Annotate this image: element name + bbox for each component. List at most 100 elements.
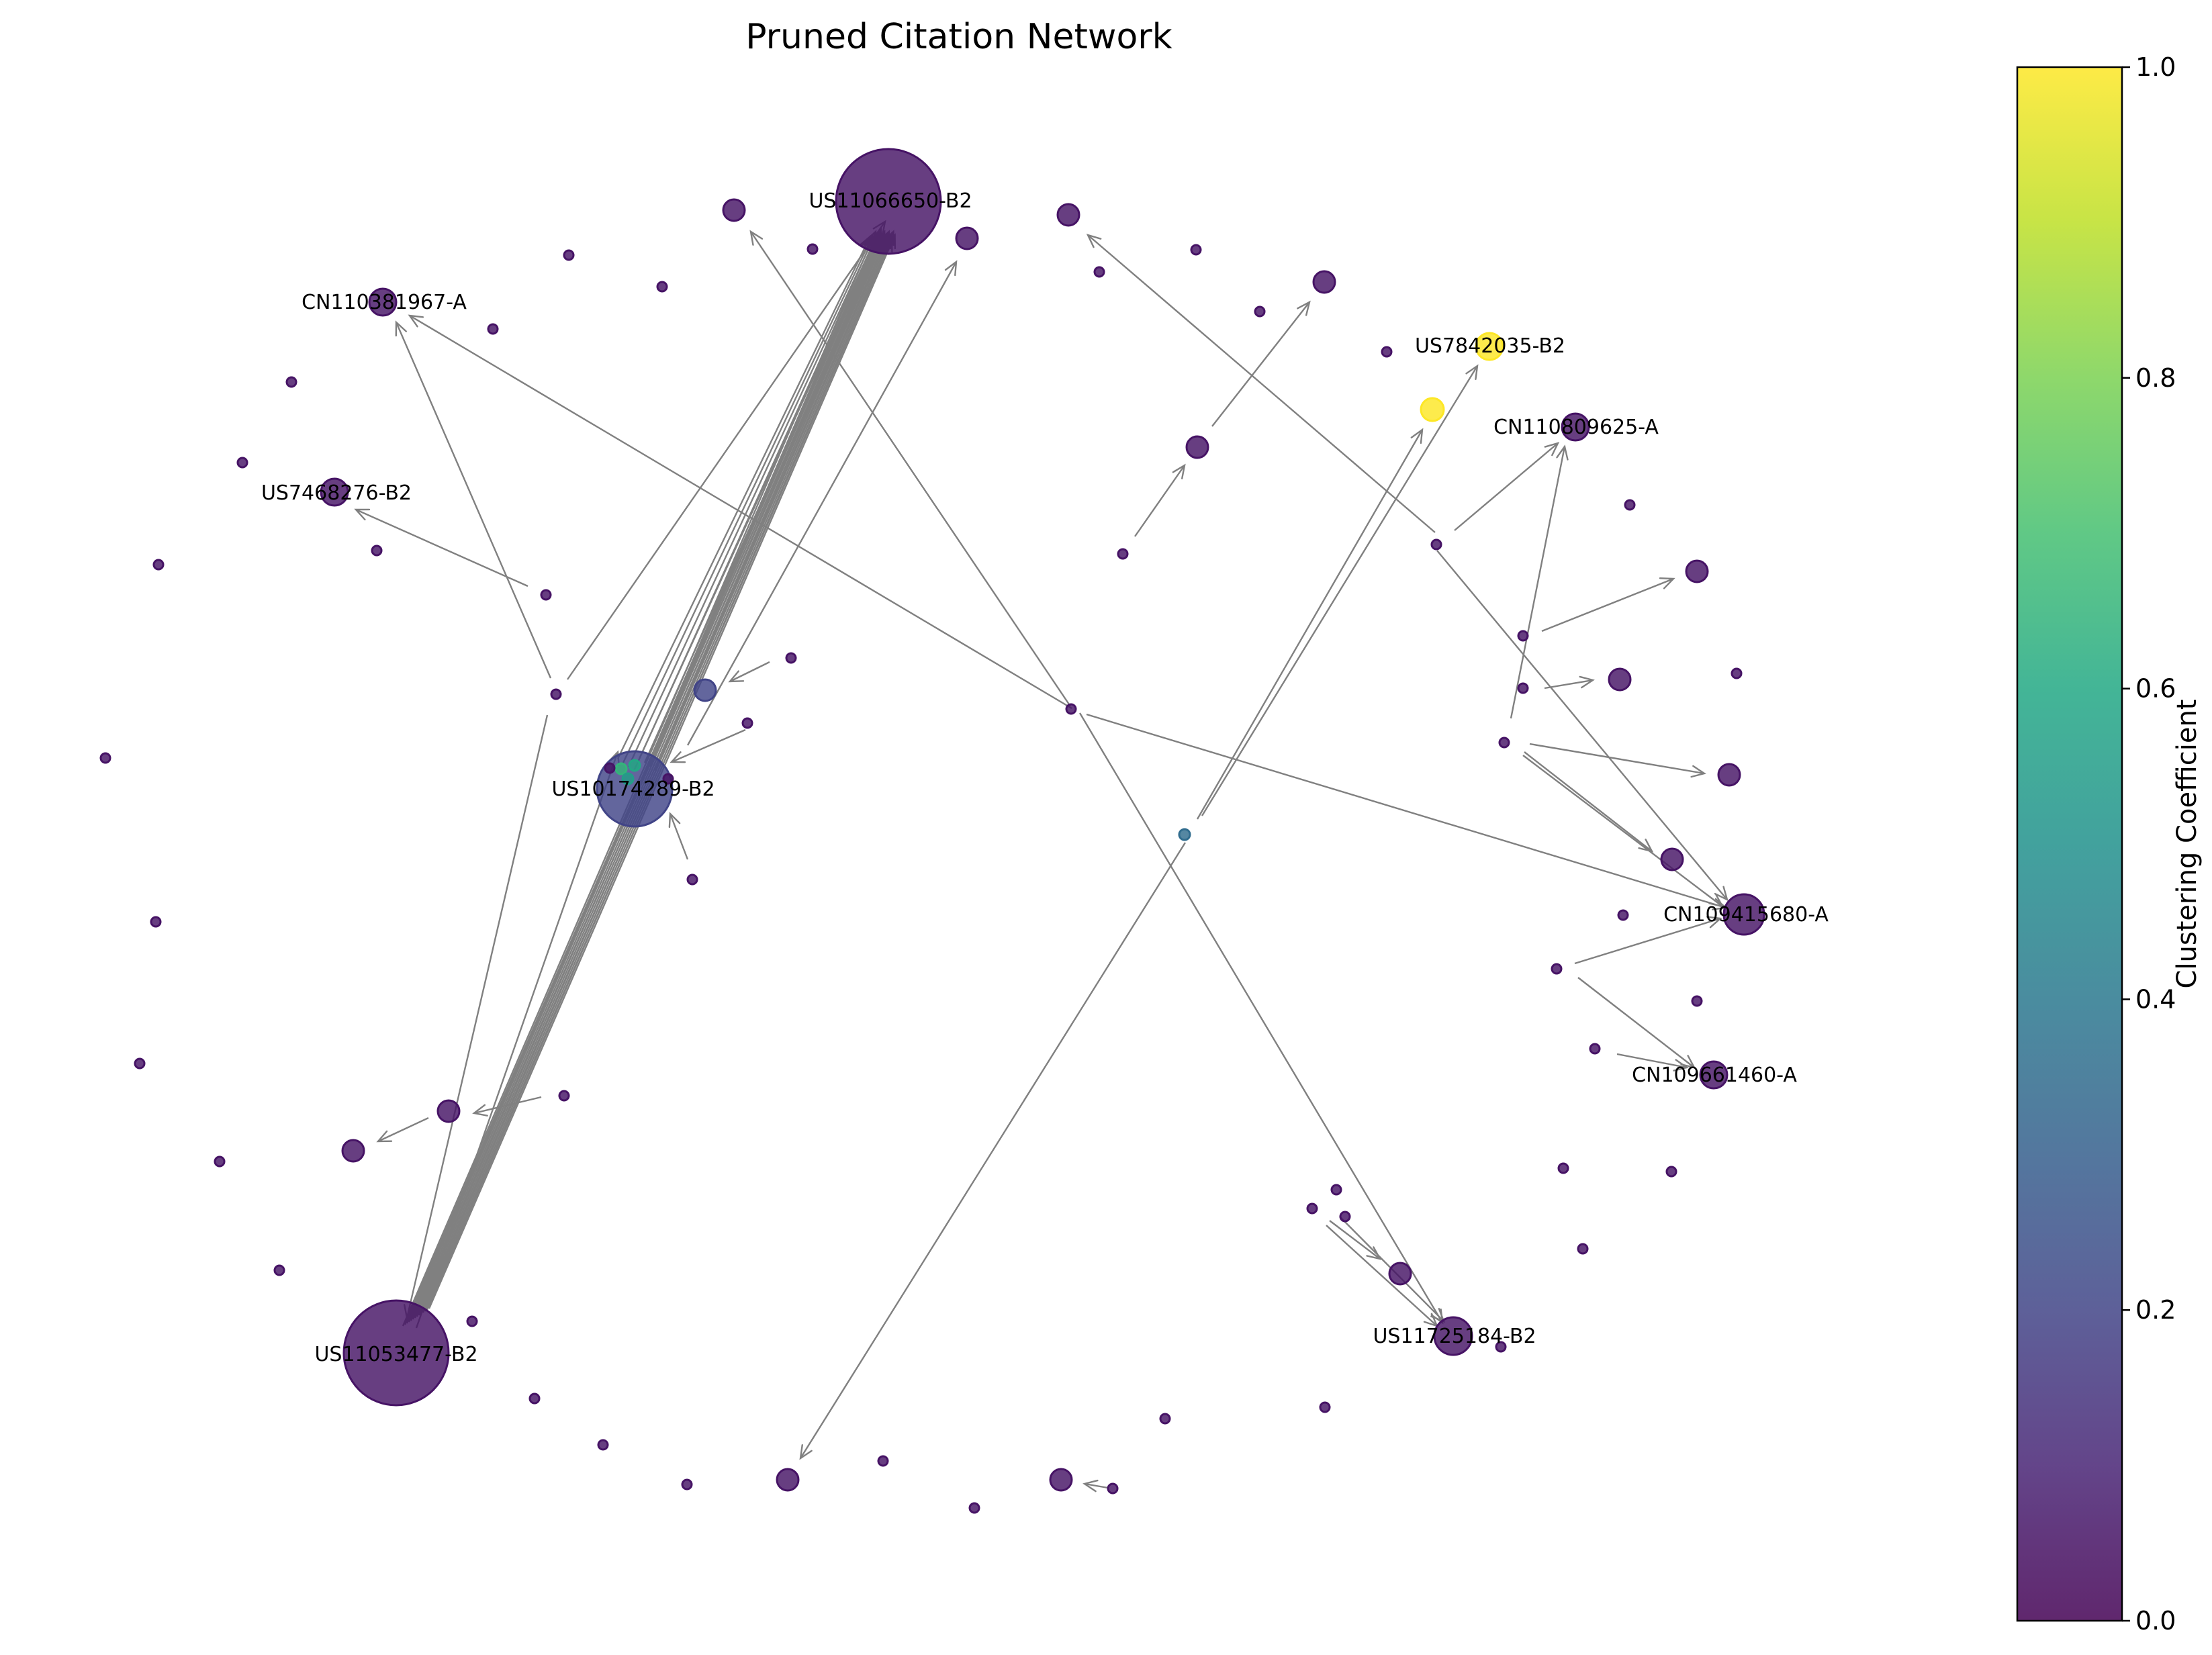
network-node	[1686, 561, 1708, 582]
network-node	[541, 590, 551, 600]
network-node	[1718, 764, 1740, 786]
network-node	[559, 1091, 569, 1100]
colorbar-tick-label: 0.6	[2135, 674, 2176, 704]
node-label-layer: US11066650-B2CN110381967-AUS7842035-B2CN…	[261, 189, 1829, 1366]
network-node	[1340, 1212, 1350, 1221]
network-node	[1618, 910, 1628, 920]
network-node	[1160, 1414, 1170, 1423]
citation-edge	[1197, 430, 1422, 819]
node-label: US11066650-B2	[809, 189, 972, 213]
network-node	[1314, 271, 1335, 293]
edge-arrowhead	[751, 232, 762, 245]
colorbar-tick-label: 0.4	[2135, 984, 2176, 1014]
citation-edge	[1080, 713, 1442, 1323]
network-node	[101, 753, 110, 763]
colorbar-tick-label: 0.2	[2135, 1295, 2176, 1325]
network-node	[1179, 829, 1190, 840]
edge-arrowhead	[800, 1445, 812, 1458]
network-node	[1191, 245, 1201, 254]
citation-edge	[407, 715, 547, 1318]
node-label: US11725184-B2	[1373, 1325, 1536, 1348]
network-node	[1692, 996, 1702, 1006]
network-node	[275, 1266, 284, 1275]
network-node	[238, 458, 247, 467]
network-node	[1058, 204, 1079, 226]
network-node	[1255, 307, 1264, 316]
network-node	[215, 1157, 224, 1166]
citation-edge	[396, 322, 551, 678]
network-node	[682, 1480, 692, 1489]
network-node	[1625, 500, 1634, 510]
network-node	[564, 250, 573, 260]
network-node	[1108, 1484, 1117, 1493]
citation-edge	[629, 236, 874, 767]
network-node	[723, 199, 745, 221]
colorbar-tick-label: 1.0	[2135, 52, 2176, 82]
network-node	[1518, 683, 1528, 693]
network-node	[1050, 1469, 1072, 1491]
network-node	[1552, 964, 1561, 974]
network-node	[1095, 267, 1104, 277]
network-node	[1118, 549, 1127, 559]
network-node	[1432, 540, 1441, 549]
edge-arrowhead	[946, 262, 956, 275]
citation-edge	[1542, 579, 1673, 631]
network-node	[1518, 631, 1528, 641]
citation-edge	[1202, 366, 1477, 816]
node-label: CN109661460-A	[1632, 1063, 1797, 1087]
network-node	[488, 324, 498, 334]
node-label: CN109415680-A	[1663, 903, 1829, 927]
network-node	[598, 1440, 608, 1450]
network-node	[1382, 347, 1391, 357]
citation-edge	[650, 236, 882, 767]
citation-edge	[730, 662, 770, 681]
network-node	[372, 546, 381, 555]
network-node	[629, 760, 640, 771]
network-node	[777, 1469, 798, 1491]
network-node	[551, 690, 561, 699]
citation-edge	[1212, 302, 1309, 426]
edge-layer	[356, 222, 1727, 1491]
citation-edge	[1330, 1221, 1380, 1259]
network-node	[342, 1140, 364, 1162]
edge-arrowhead	[1412, 430, 1422, 443]
citation-edge	[672, 730, 745, 762]
citation-edge	[800, 843, 1185, 1458]
network-node	[1578, 1244, 1587, 1254]
network-node	[1559, 1164, 1568, 1173]
node-label: US7468276-B2	[261, 481, 412, 505]
edge-arrowhead	[1467, 366, 1477, 379]
network-node	[1661, 849, 1683, 870]
citation-edge	[416, 752, 618, 1328]
citation-edge	[623, 236, 872, 763]
network-node	[287, 377, 296, 387]
citation-edge	[645, 236, 880, 763]
citation-edge	[1135, 465, 1185, 536]
network-node	[1187, 436, 1208, 458]
network-node	[1667, 1167, 1676, 1176]
network-node	[605, 763, 614, 773]
network-node	[694, 679, 716, 701]
network-node	[1500, 738, 1509, 747]
citation-edge	[1524, 752, 1652, 851]
network-node	[1332, 1185, 1341, 1194]
chart-title: Pruned Citation Network	[745, 17, 1172, 57]
colorbar-tick-label: 0.8	[2135, 363, 2176, 393]
network-node	[1421, 398, 1444, 421]
colorbar-label: Clustering Coefficient	[2172, 700, 2203, 989]
node-label: US11053477-B2	[314, 1343, 477, 1366]
network-node	[657, 282, 667, 291]
citation-edge	[1087, 714, 1726, 908]
colorbar-tick-label: 0.0	[2135, 1606, 2176, 1636]
network-node	[878, 1456, 888, 1466]
citation-edge	[1530, 744, 1704, 773]
network-node	[154, 560, 163, 569]
citation-edge	[1326, 1225, 1437, 1326]
network-node	[1389, 1263, 1411, 1284]
node-label: CN110381967-A	[302, 291, 467, 314]
network-node	[1609, 669, 1630, 690]
network-node	[956, 228, 978, 249]
citation-edge	[1437, 551, 1727, 900]
network-node	[530, 1394, 539, 1403]
